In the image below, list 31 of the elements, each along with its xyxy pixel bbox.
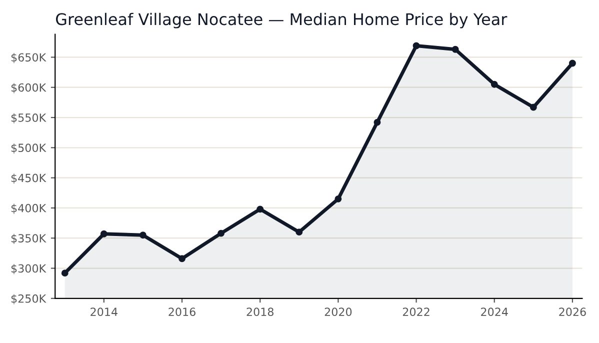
point bbox=[568, 60, 576, 67]
point bbox=[256, 206, 264, 213]
point bbox=[374, 118, 381, 126]
x-tick-label: 2014 bbox=[90, 308, 118, 316]
x-tick-label: 2016 bbox=[168, 308, 196, 316]
point bbox=[530, 104, 537, 111]
x-tick-label: 2022 bbox=[402, 308, 430, 316]
point bbox=[218, 230, 225, 237]
y-tick-label: $550K bbox=[11, 113, 46, 124]
point bbox=[139, 232, 146, 239]
y-tick-label: $250K bbox=[11, 294, 46, 304]
x-tick-label: 2018 bbox=[246, 308, 274, 316]
y-tick-label: $500K bbox=[11, 143, 46, 154]
point bbox=[61, 270, 68, 277]
point bbox=[178, 255, 186, 262]
point bbox=[490, 80, 498, 88]
point bbox=[412, 42, 420, 50]
point bbox=[452, 46, 459, 53]
y-tick-label: $450K bbox=[11, 174, 46, 184]
y-tick-label: $300K bbox=[11, 264, 46, 274]
y-tick-label: $350K bbox=[11, 234, 46, 244]
y-tick-label: $600K bbox=[11, 83, 46, 94]
chart-title: Greenleaf Village Nocatee — Median Home Price by Year bbox=[56, 12, 508, 28]
x-tick-label: 2020 bbox=[324, 308, 352, 316]
point bbox=[334, 195, 342, 202]
y-tick-label: $650K bbox=[11, 52, 46, 64]
x-tick-label: 2024 bbox=[481, 308, 508, 316]
point bbox=[100, 230, 108, 238]
x-tick-label: 2026 bbox=[559, 308, 586, 316]
point bbox=[296, 228, 303, 236]
y-tick-label: $400K bbox=[11, 204, 46, 214]
